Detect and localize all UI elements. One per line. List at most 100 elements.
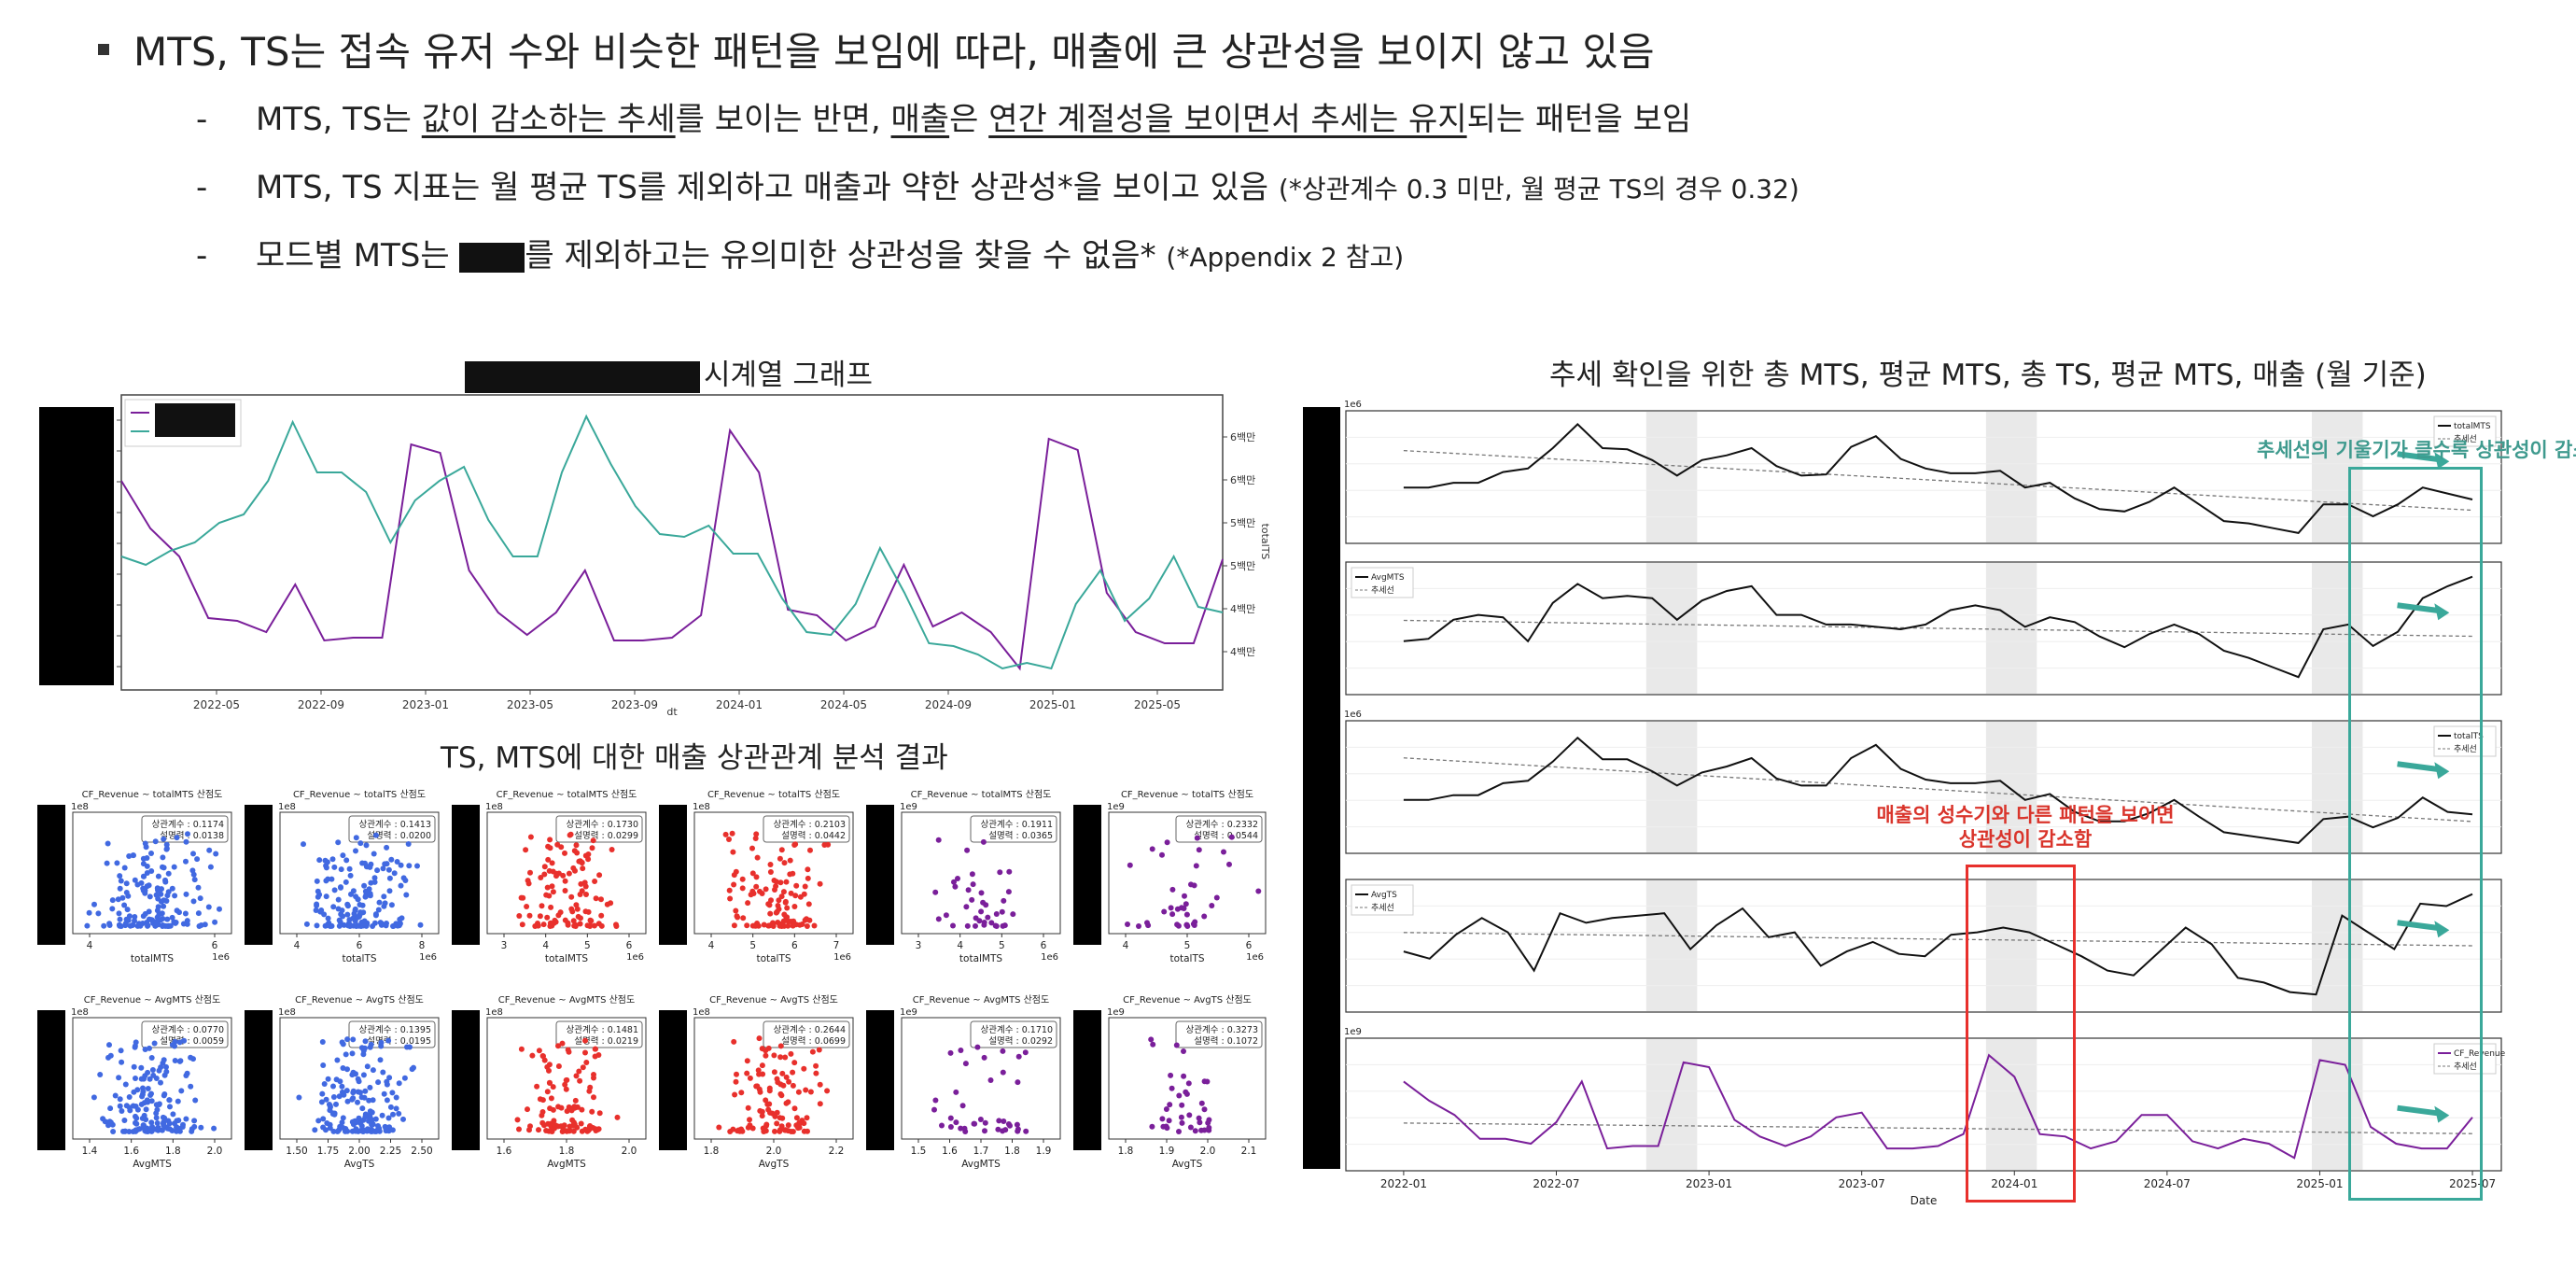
scatter-point bbox=[771, 1069, 777, 1076]
scatter-point bbox=[1228, 834, 1235, 840]
scatter-point bbox=[384, 1097, 390, 1104]
scatter-point bbox=[362, 1114, 369, 1120]
scatter-point bbox=[534, 1083, 540, 1090]
scatter-point bbox=[371, 851, 377, 857]
timeseries-chart: 2022-05 2022-09 2023-01 2023-05 2023-09 2024-… bbox=[117, 394, 1269, 718]
scatter-point bbox=[390, 1111, 396, 1118]
scatter-point bbox=[999, 908, 1005, 915]
scatter-point bbox=[550, 1084, 556, 1090]
scatter-point bbox=[766, 1101, 773, 1107]
scatter-point bbox=[180, 921, 187, 927]
scatter-point bbox=[1159, 851, 1165, 858]
scatter-point bbox=[1181, 1048, 1186, 1054]
scatter-point bbox=[386, 875, 393, 881]
scatter-point bbox=[344, 1128, 351, 1134]
scatter-point bbox=[147, 893, 153, 900]
scatter-xtick-label: 1.8 bbox=[559, 1146, 575, 1157]
timeseries-xtick-label: 2022-05 bbox=[193, 698, 240, 711]
scatter-title: CF_Revenue ~ AvgTS 산점도 bbox=[709, 994, 838, 1006]
scatter-point bbox=[161, 903, 167, 909]
scatter-point bbox=[341, 1091, 347, 1098]
scatter-point bbox=[757, 1089, 763, 1095]
scatter-point bbox=[154, 1120, 161, 1126]
timeseries-xtick-label: 2022-09 bbox=[298, 698, 344, 711]
scatter-point bbox=[314, 922, 320, 929]
scatter-point bbox=[993, 911, 1000, 917]
teal-annotation: 추세선의 기울기가 클수록 상관성이 감소함 bbox=[2257, 439, 2576, 461]
red-highlight-box bbox=[1966, 865, 2076, 1203]
scatter-point bbox=[952, 883, 959, 890]
scatter-point bbox=[765, 922, 772, 929]
scatter-point bbox=[1007, 1122, 1013, 1129]
scatter-point bbox=[403, 892, 410, 898]
scatter-point bbox=[117, 1103, 123, 1109]
scatter-point bbox=[132, 877, 138, 883]
scatter-point bbox=[355, 1089, 361, 1095]
scatter-xtick-label: 3 bbox=[501, 940, 508, 951]
scatter-r2: 설명력 : 0.0195 bbox=[367, 1035, 431, 1047]
scatter-point bbox=[790, 922, 796, 929]
scatter-point bbox=[159, 1127, 165, 1133]
scatter-point bbox=[329, 876, 335, 882]
scatter-point bbox=[793, 1115, 800, 1121]
scatter-y-exp: 1e8 bbox=[278, 1007, 296, 1018]
scatter-stats-box bbox=[1175, 1020, 1263, 1048]
scatter-point bbox=[323, 1096, 329, 1103]
trend-xtick-label: 2025-01 bbox=[2296, 1177, 2343, 1190]
scatter-point bbox=[537, 913, 543, 920]
scatter-point bbox=[803, 1087, 809, 1093]
sub1-underline-revenue: 매출 bbox=[890, 101, 950, 138]
scatter-point bbox=[320, 1062, 327, 1068]
scatter-point bbox=[341, 921, 347, 928]
redacted-axis-block bbox=[1073, 805, 1101, 945]
scatter-point bbox=[1196, 847, 1202, 853]
scatter-point bbox=[783, 879, 790, 885]
scatter-point bbox=[385, 1037, 392, 1044]
scatter-point bbox=[1183, 921, 1190, 928]
scatter-point bbox=[132, 914, 138, 920]
scatter-point bbox=[350, 1036, 357, 1043]
scatter-point bbox=[1201, 1127, 1208, 1133]
scatter-point bbox=[562, 878, 568, 884]
scatter-point bbox=[191, 1123, 198, 1130]
scatter-plot: CF_Revenue ~ totalTS 산점도 1e8 상관계수 : 0.1413… bbox=[245, 789, 440, 964]
scatter-point bbox=[587, 922, 594, 929]
trend-legend-trend: 추세선 bbox=[2454, 744, 2477, 754]
scatter-point bbox=[1164, 1125, 1170, 1132]
scatter-point bbox=[212, 919, 218, 925]
scatter-point bbox=[985, 914, 991, 921]
scatter-point bbox=[738, 1090, 745, 1096]
scatter-point bbox=[359, 1105, 366, 1112]
trend-legend-trend: 추세선 bbox=[1371, 903, 1394, 913]
season-shade bbox=[1645, 880, 1698, 1011]
scatter-point bbox=[198, 1124, 204, 1131]
scatter-point bbox=[146, 882, 152, 889]
scatter-point bbox=[801, 1128, 807, 1134]
scatter-point bbox=[355, 922, 361, 929]
trend-legend-trend: 추세선 bbox=[2454, 434, 2477, 444]
scatter-point bbox=[344, 903, 351, 909]
scatter-point bbox=[593, 1128, 599, 1133]
scatter-point bbox=[158, 1079, 163, 1086]
scatter-point bbox=[362, 888, 369, 894]
scatter-point bbox=[320, 1116, 327, 1122]
scatter-point bbox=[126, 1129, 133, 1134]
scatter-point bbox=[813, 1070, 819, 1076]
scatter-point bbox=[783, 1074, 790, 1080]
scatter-point bbox=[1181, 906, 1187, 911]
scatter-point bbox=[529, 1052, 536, 1059]
scatter-xlabel: totalTS bbox=[756, 953, 791, 964]
scatter-point bbox=[362, 1038, 369, 1045]
scatter-point bbox=[753, 1083, 760, 1090]
scatter-xtick-label: 2.0 bbox=[1200, 1146, 1216, 1157]
season-shade bbox=[1645, 722, 1698, 852]
scatter-point bbox=[382, 900, 388, 907]
scatter-point bbox=[958, 1048, 964, 1053]
scatter-xtick-label: 5 bbox=[1184, 940, 1191, 951]
scatter-point bbox=[582, 1126, 589, 1132]
sub3-text-1: 모드별 MTS는 bbox=[256, 237, 460, 274]
scatter-point bbox=[734, 1071, 739, 1077]
scatter-xtick-label: 7 bbox=[833, 940, 840, 951]
